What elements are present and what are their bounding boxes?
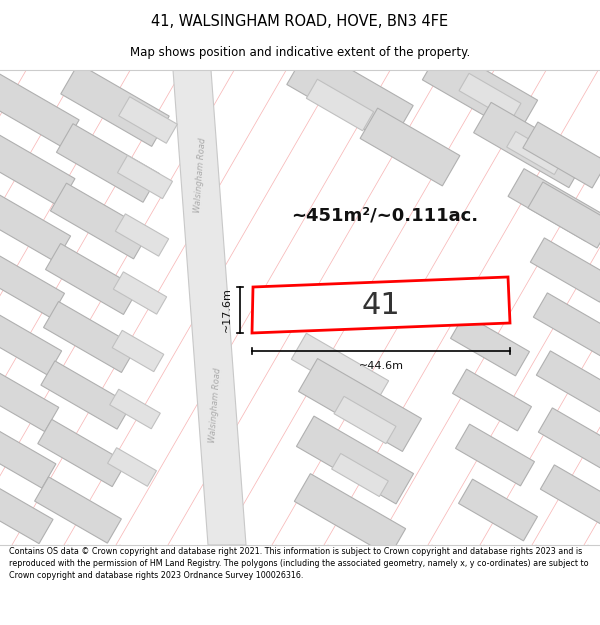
Polygon shape xyxy=(538,408,600,472)
Polygon shape xyxy=(451,314,529,376)
Polygon shape xyxy=(0,368,59,432)
Polygon shape xyxy=(299,359,421,451)
Polygon shape xyxy=(115,214,169,256)
Polygon shape xyxy=(113,272,167,314)
Text: ~17.6m: ~17.6m xyxy=(222,288,232,332)
Polygon shape xyxy=(459,73,521,121)
Text: ~44.6m: ~44.6m xyxy=(359,361,404,371)
Polygon shape xyxy=(50,183,149,259)
Polygon shape xyxy=(0,72,79,148)
Polygon shape xyxy=(473,102,586,188)
Polygon shape xyxy=(118,156,173,199)
Polygon shape xyxy=(0,192,71,262)
Polygon shape xyxy=(458,479,538,541)
Polygon shape xyxy=(422,45,538,135)
Polygon shape xyxy=(287,46,413,144)
Polygon shape xyxy=(533,192,583,232)
Polygon shape xyxy=(44,301,136,372)
Polygon shape xyxy=(508,169,600,241)
Polygon shape xyxy=(56,124,160,202)
Polygon shape xyxy=(46,244,139,314)
Polygon shape xyxy=(0,482,53,544)
Polygon shape xyxy=(455,424,535,486)
Polygon shape xyxy=(452,369,532,431)
Polygon shape xyxy=(506,131,563,174)
Polygon shape xyxy=(0,426,56,488)
Polygon shape xyxy=(107,448,157,486)
Polygon shape xyxy=(295,474,406,556)
Text: 41: 41 xyxy=(361,291,400,319)
Polygon shape xyxy=(41,361,131,429)
Polygon shape xyxy=(292,333,389,407)
Polygon shape xyxy=(536,351,600,415)
Polygon shape xyxy=(332,454,388,496)
Polygon shape xyxy=(173,70,246,545)
Text: Walsingham Road: Walsingham Road xyxy=(208,367,222,443)
Polygon shape xyxy=(61,64,169,146)
Polygon shape xyxy=(38,419,126,487)
Polygon shape xyxy=(360,108,460,186)
Text: Map shows position and indicative extent of the property.: Map shows position and indicative extent… xyxy=(130,46,470,59)
Polygon shape xyxy=(110,389,160,429)
Polygon shape xyxy=(35,477,121,543)
Polygon shape xyxy=(112,331,164,372)
Polygon shape xyxy=(523,122,600,188)
Text: Walsingham Road: Walsingham Road xyxy=(193,137,207,213)
Text: Contains OS data © Crown copyright and database right 2021. This information is : Contains OS data © Crown copyright and d… xyxy=(9,548,589,580)
Polygon shape xyxy=(530,238,600,302)
Polygon shape xyxy=(119,97,178,143)
Polygon shape xyxy=(0,253,65,318)
Polygon shape xyxy=(0,311,62,375)
Polygon shape xyxy=(334,396,396,444)
Polygon shape xyxy=(307,79,374,131)
Polygon shape xyxy=(0,134,75,206)
Text: ~451m²/~0.111ac.: ~451m²/~0.111ac. xyxy=(292,206,479,224)
Text: 41, WALSINGHAM ROAD, HOVE, BN3 4FE: 41, WALSINGHAM ROAD, HOVE, BN3 4FE xyxy=(151,14,449,29)
Polygon shape xyxy=(533,293,600,357)
Polygon shape xyxy=(528,182,600,248)
Polygon shape xyxy=(541,465,600,529)
Polygon shape xyxy=(296,416,413,504)
Polygon shape xyxy=(252,277,510,333)
